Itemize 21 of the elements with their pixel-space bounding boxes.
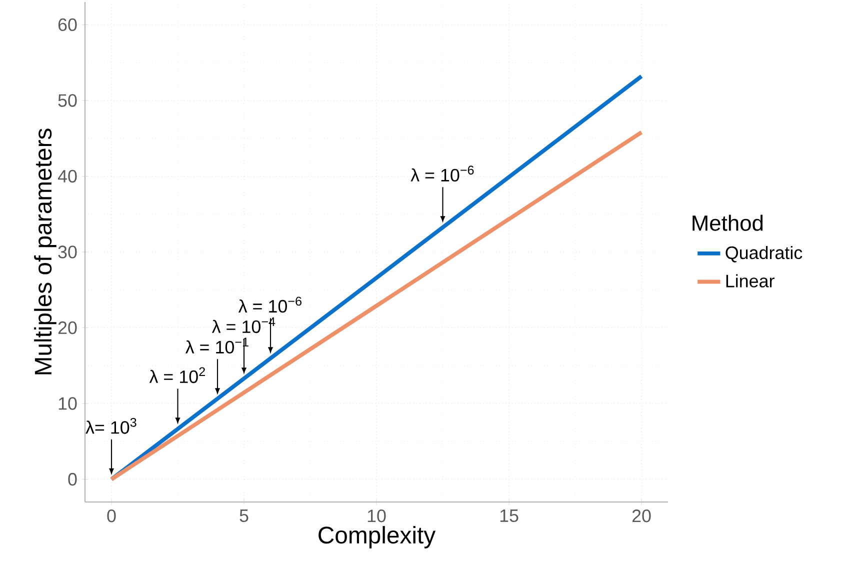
annotation: λ = 10$^{−6}$ [410,166,474,182]
y-tick-label: 0 [68,472,77,486]
annotation: λ= 10$^{3}$ [86,418,136,434]
legend-label: Linear [726,274,774,288]
x-tick-label: 0 [107,510,116,522]
y-tick-label: 40 [58,170,77,183]
y-tick-label: 60 [58,18,77,32]
x-axis-title: Complexity [318,526,436,548]
legend-label: Quadratic [726,246,802,262]
x-tick-label: 10 [368,510,386,522]
x-tick-label: 15 [500,510,518,522]
x-tick-label: 5 [240,510,248,522]
y-tick-label: 10 [58,397,77,410]
y-tick-label: 30 [58,246,77,258]
y-tick-label: 50 [58,94,77,107]
y-axis-title: Multiples of parameters [34,128,56,374]
legend-title: Method [692,214,763,231]
y-tick-label: 20 [58,321,77,334]
annotation: λ = 10$^{2}$ [149,367,205,384]
x-tick-label: 20 [632,510,651,522]
annotation: λ = 10$^{−6}$ [238,296,302,313]
